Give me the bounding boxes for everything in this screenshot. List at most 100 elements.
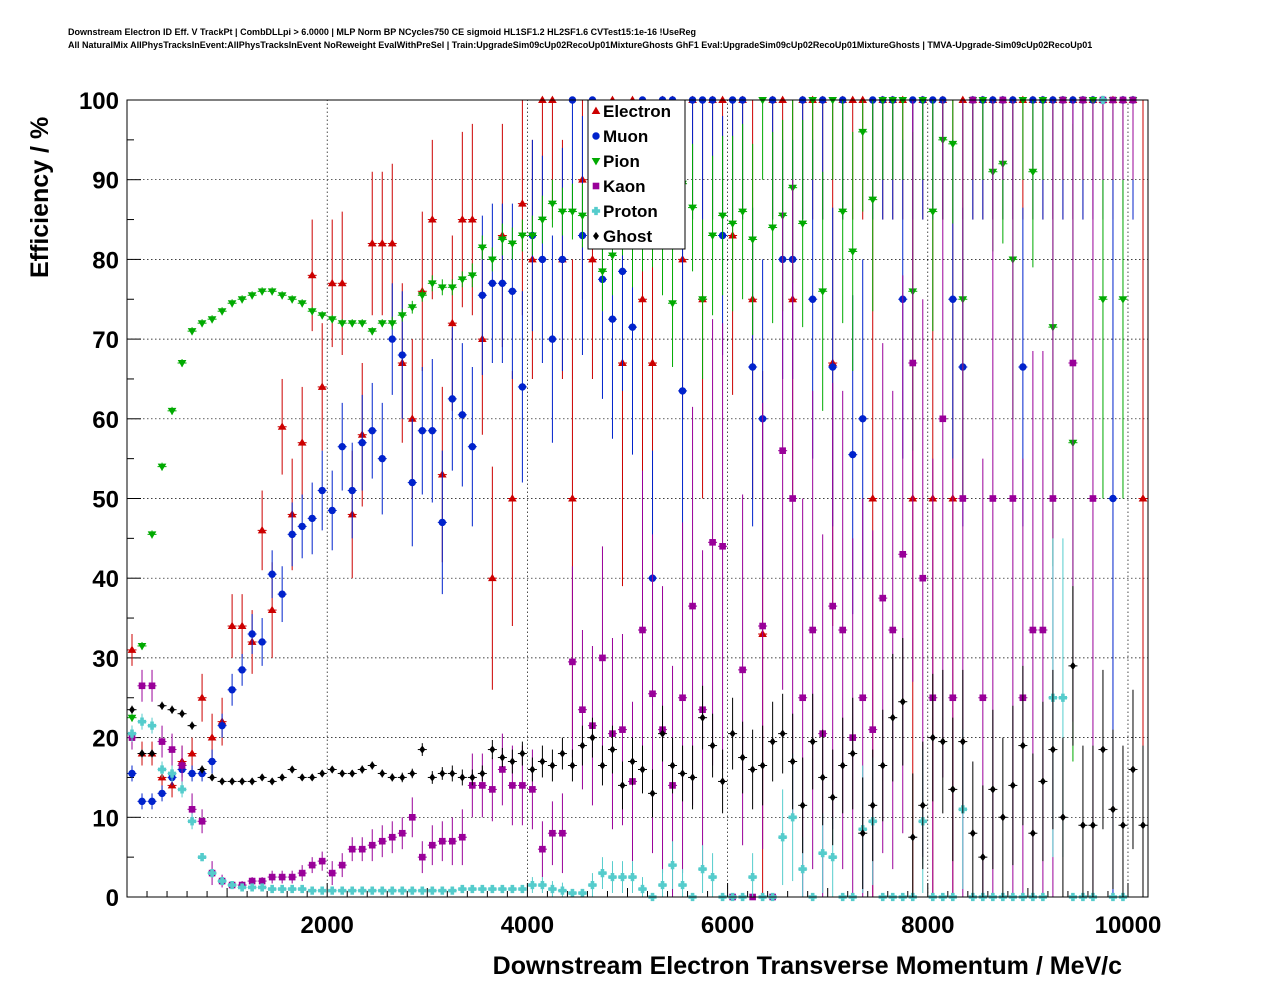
data-point xyxy=(237,296,247,304)
data-point xyxy=(508,240,517,248)
data-point xyxy=(458,411,467,419)
data-point xyxy=(218,721,226,730)
data-point xyxy=(398,829,406,837)
data-point xyxy=(288,530,296,539)
data-point xyxy=(408,886,417,895)
data-point xyxy=(359,765,366,774)
data-point xyxy=(268,570,276,578)
data-point xyxy=(167,407,177,416)
legend-marker xyxy=(592,132,600,140)
data-point xyxy=(789,757,796,766)
data-point xyxy=(128,769,136,778)
data-point xyxy=(418,427,426,435)
data-point xyxy=(147,721,157,730)
data-point xyxy=(129,705,135,714)
data-point xyxy=(199,765,206,774)
data-point xyxy=(287,296,297,304)
data-point xyxy=(599,761,606,770)
data-point xyxy=(207,316,217,324)
data-point xyxy=(1018,97,1028,105)
data-point xyxy=(1089,821,1096,830)
data-point xyxy=(538,255,547,264)
data-point xyxy=(888,97,898,105)
data-point xyxy=(177,360,187,368)
data-point xyxy=(638,884,647,894)
data-point xyxy=(628,872,637,882)
data-point xyxy=(308,514,316,523)
data-point xyxy=(828,97,838,105)
data-point xyxy=(849,450,857,459)
data-point xyxy=(648,358,657,366)
data-point xyxy=(447,284,457,292)
data-point xyxy=(257,288,267,296)
data-point xyxy=(278,873,286,881)
data-point xyxy=(1069,359,1077,367)
x-axis-label: Downstream Electron Transverse Momentum … xyxy=(493,952,1122,980)
data-point xyxy=(329,765,336,774)
data-point xyxy=(669,761,676,770)
data-point xyxy=(489,745,496,754)
data-point xyxy=(538,880,547,890)
data-point xyxy=(539,757,546,766)
data-point xyxy=(799,694,806,702)
data-point xyxy=(829,793,836,802)
data-point xyxy=(238,883,247,892)
data-point xyxy=(298,522,306,531)
data-point xyxy=(468,215,477,223)
data-point xyxy=(818,849,827,858)
data-point xyxy=(649,690,656,698)
data-point xyxy=(569,761,576,770)
data-point xyxy=(619,781,626,790)
data-point xyxy=(257,525,267,534)
data-point xyxy=(799,801,806,810)
data-point xyxy=(559,749,566,758)
data-point xyxy=(387,239,397,247)
data-point xyxy=(458,215,467,223)
data-point xyxy=(317,382,327,390)
data-point xyxy=(949,785,956,794)
data-point xyxy=(468,884,477,894)
data-point xyxy=(668,300,677,308)
data-point xyxy=(628,323,637,331)
data-point xyxy=(169,705,176,714)
data-point xyxy=(859,694,867,702)
data-point xyxy=(187,817,197,826)
data-point xyxy=(1069,661,1076,670)
data-point xyxy=(348,886,357,895)
data-point xyxy=(1140,821,1146,830)
data-point xyxy=(678,387,687,395)
data-point xyxy=(1079,821,1086,830)
data-point xyxy=(948,140,958,149)
y-tick-label: 30 xyxy=(92,646,119,673)
data-point xyxy=(208,757,216,766)
data-point xyxy=(889,713,896,722)
x-tick-label: 8000 xyxy=(901,912,954,939)
data-point xyxy=(778,833,787,842)
data-point xyxy=(1109,494,1117,503)
data-point xyxy=(708,872,717,882)
data-point xyxy=(728,220,737,228)
data-point xyxy=(989,785,996,794)
data-point xyxy=(558,208,567,216)
data-point xyxy=(427,215,437,223)
data-point xyxy=(879,761,886,770)
data-point xyxy=(288,884,297,894)
data-point xyxy=(278,590,286,598)
data-point xyxy=(1009,781,1016,790)
data-point xyxy=(407,304,417,312)
data-point xyxy=(168,746,176,753)
data-point xyxy=(298,884,307,894)
data-point xyxy=(328,869,336,877)
data-point xyxy=(598,268,607,276)
data-point xyxy=(598,868,607,878)
data-point xyxy=(528,880,537,890)
data-point xyxy=(188,769,196,778)
data-point xyxy=(899,550,907,558)
data-point xyxy=(939,415,947,423)
data-point xyxy=(1120,821,1126,830)
data-point xyxy=(568,494,577,502)
data-point xyxy=(688,204,697,212)
data-point xyxy=(238,666,246,674)
data-point xyxy=(759,761,766,770)
data-point xyxy=(318,486,326,495)
